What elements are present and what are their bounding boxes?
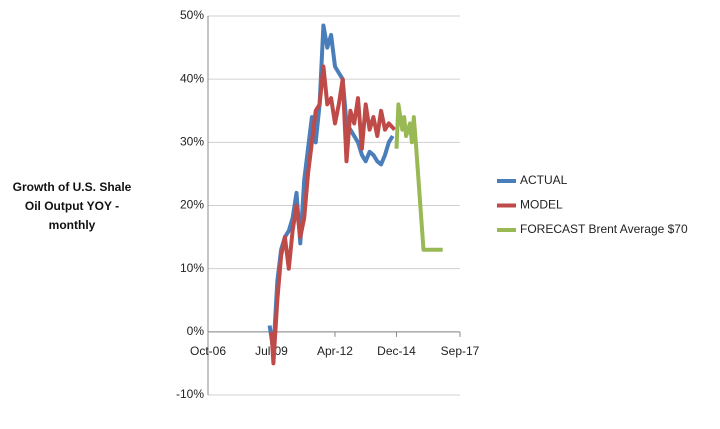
y-tick-label: 10% [180, 261, 204, 275]
x-tick-label: Apr-12 [317, 344, 353, 358]
series-line [269, 64, 397, 366]
x-tick-label: Oct-06 [190, 344, 226, 358]
y-tick-label: 0% [187, 324, 205, 338]
y-axis-title: Growth of U.S. Shale Oil Output YOY - mo… [12, 180, 132, 232]
legend-label: MODEL [520, 198, 563, 212]
y-tick-label: 30% [180, 135, 204, 149]
series-line [394, 102, 443, 252]
y-tick-label: -10% [176, 387, 204, 401]
x-tick-label: Sep-17 [441, 344, 480, 358]
x-tick-label: Dec-14 [377, 344, 416, 358]
legend-label: FORECAST Brent Average $70 [520, 222, 688, 236]
legend-label: ACTUAL [520, 173, 568, 187]
y-tick-label: 50% [180, 8, 204, 22]
series-line [267, 23, 395, 353]
y-tick-label: 20% [180, 198, 204, 212]
y-tick-label: 40% [180, 71, 204, 85]
